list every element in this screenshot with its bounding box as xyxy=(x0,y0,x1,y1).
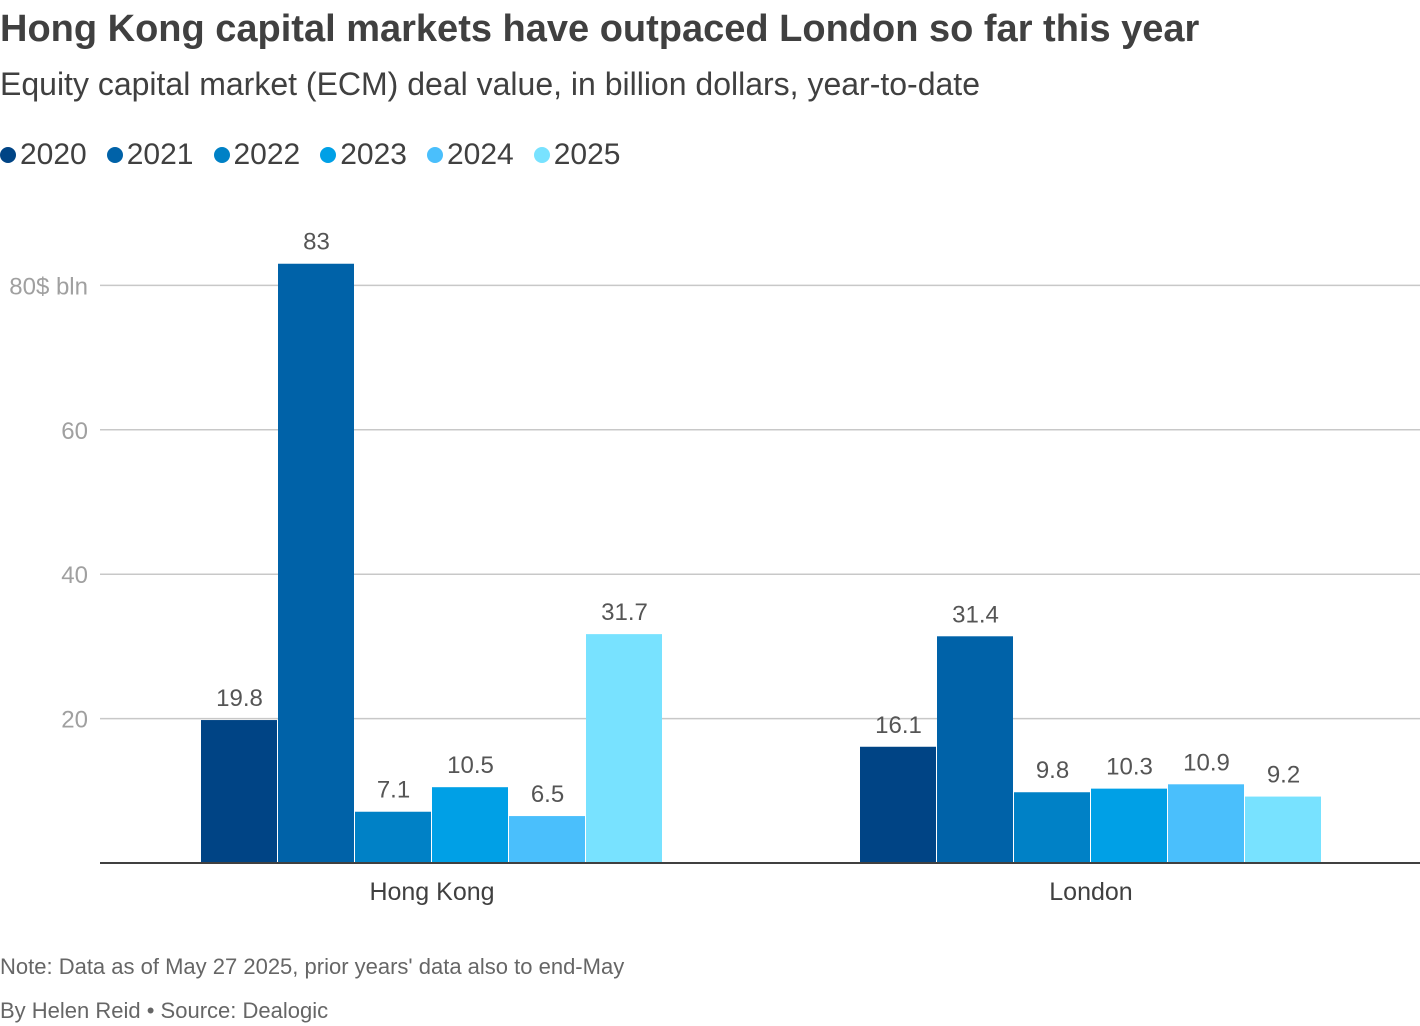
bar-hong-kong-2024 xyxy=(509,816,585,863)
data-label-london-2025: 9.2 xyxy=(1267,762,1300,789)
legend-item-2023: 2023 xyxy=(320,138,407,172)
data-label-hong-kong-2025: 31.7 xyxy=(601,599,648,626)
legend-dot-2022 xyxy=(213,147,230,163)
bar-hong-kong-2020 xyxy=(201,720,277,863)
data-label-london-2024: 10.9 xyxy=(1183,749,1230,776)
legend-dot-2020 xyxy=(0,147,16,163)
bar-hong-kong-2021 xyxy=(278,263,354,863)
y-tick-label-40: 40 xyxy=(61,562,88,589)
legend-dot-2025 xyxy=(533,147,550,163)
bar-london-2021 xyxy=(937,636,1013,863)
bar-london-2022 xyxy=(1014,792,1090,863)
data-label-hong-kong-2020: 19.8 xyxy=(216,685,263,712)
bar-london-2020 xyxy=(860,746,936,863)
y-tick-label-80: 80$ bln xyxy=(9,273,88,300)
legend-item-2022: 2022 xyxy=(213,138,301,172)
bar-chart: 20 40 60 80$ bln 19.8 83 7.1 10.5 6.5 31.7 Hong Ko… xyxy=(9,229,1420,906)
data-label-london-2021: 31.4 xyxy=(952,601,999,628)
chart-title: Hong Kong capital markets have outpaced … xyxy=(0,8,1200,50)
bar-london-2024 xyxy=(1168,784,1244,863)
x-category-label-london: London xyxy=(1049,878,1132,906)
data-label-hong-kong-2024: 6.5 xyxy=(531,781,564,808)
legend-item-2021: 2021 xyxy=(106,138,194,172)
legend: 2020 2021 2022 2023 2024 2025 xyxy=(0,138,641,172)
legend-label-2021: 2021 xyxy=(126,138,194,171)
x-category-label-hong-kong: Hong Kong xyxy=(369,878,494,906)
bar-hong-kong-2023 xyxy=(432,787,508,863)
legend-label-2024: 2024 xyxy=(447,138,514,171)
legend-item-2025: 2025 xyxy=(533,138,621,172)
legend-dot-2023 xyxy=(320,147,337,163)
data-label-hong-kong-2021: 83 xyxy=(303,229,330,256)
y-tick-label-60: 60 xyxy=(61,418,88,445)
legend-item-2020: 2020 xyxy=(0,138,87,172)
legend-label-2020: 2020 xyxy=(20,138,87,171)
bar-london-2025 xyxy=(1245,796,1321,863)
legend-item-2024: 2024 xyxy=(427,138,514,172)
chart-byline: By Helen Reid • Source: Dealogic xyxy=(0,998,329,1023)
legend-dot-2024 xyxy=(427,147,443,163)
y-tick-label-20: 20 xyxy=(61,707,88,734)
data-label-london-2022: 9.8 xyxy=(1036,757,1069,784)
data-label-hong-kong-2023: 10.5 xyxy=(447,752,494,779)
legend-label-2025: 2025 xyxy=(553,138,621,171)
data-label-hong-kong-2022: 7.1 xyxy=(377,777,410,804)
bar-hong-kong-2022 xyxy=(355,811,431,863)
chart-subtitle: Equity capital market (ECM) deal value, … xyxy=(0,66,980,102)
data-label-london-2023: 10.3 xyxy=(1106,754,1153,781)
data-label-london-2020: 16.1 xyxy=(875,712,922,739)
legend-dot-2021 xyxy=(106,147,123,163)
legend-label-2023: 2023 xyxy=(340,138,407,171)
chart-note: Note: Data as of May 27 2025, prior year… xyxy=(0,954,625,979)
legend-label-2022: 2022 xyxy=(233,138,301,171)
bar-london-2023 xyxy=(1091,788,1167,863)
bar-hong-kong-2025 xyxy=(586,634,662,863)
